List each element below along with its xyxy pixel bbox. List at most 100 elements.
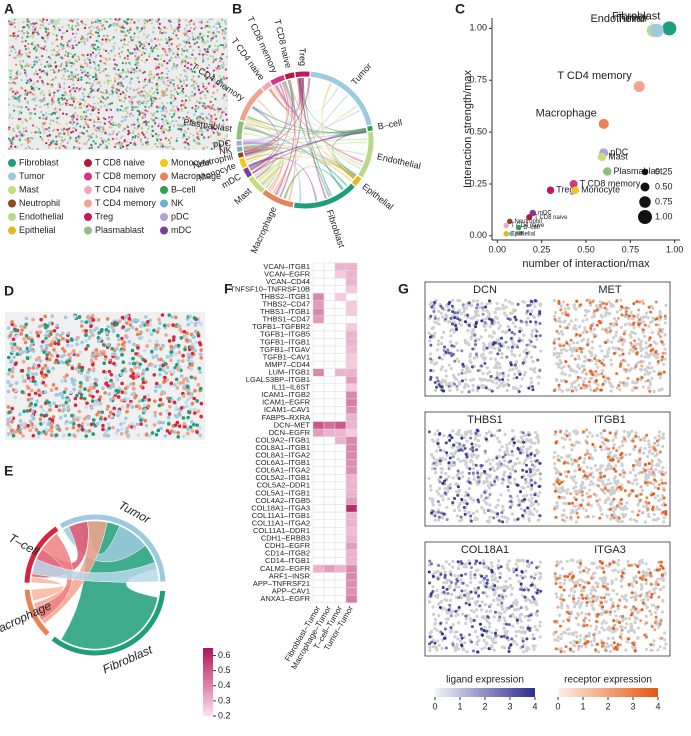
expr-dot (429, 344, 432, 347)
empty-cell (313, 542, 324, 550)
cell-dot (135, 328, 139, 332)
cell-dot (12, 355, 16, 359)
cell-dot (192, 85, 194, 87)
cell-dot (197, 106, 199, 108)
cell-dot (572, 341, 575, 344)
cell-dot (18, 118, 20, 120)
cell-dot (143, 403, 147, 407)
cell-dot (189, 30, 191, 32)
cell-dot (169, 126, 171, 128)
cell-dot (71, 119, 73, 121)
cell-dot (39, 391, 43, 395)
expr-dot (637, 308, 640, 311)
expr-dot (491, 390, 494, 393)
cell-dot (55, 433, 59, 437)
cell-dot (91, 109, 93, 111)
cell-dot (27, 79, 29, 81)
cell-dot (499, 372, 502, 375)
cell-dot (11, 366, 15, 370)
empty-cell (324, 542, 335, 550)
cell-dot (71, 366, 75, 370)
expr-dot (473, 334, 476, 337)
cell-dot (42, 81, 44, 83)
expr-dot (453, 360, 456, 363)
cell-dot (30, 414, 34, 418)
cell-dot (458, 322, 461, 325)
cell-dot (197, 383, 201, 387)
cell-dot (39, 359, 43, 363)
empty-cell (335, 376, 346, 384)
cell-dot (644, 368, 647, 371)
empty-cell (313, 550, 324, 558)
cell-dot (42, 18, 44, 20)
cell-dot (38, 88, 40, 90)
cell-dot (560, 330, 563, 333)
cell-dot (164, 48, 166, 50)
cell-dot (83, 375, 87, 379)
cell-dot (52, 22, 54, 24)
cell-dot (224, 31, 226, 33)
cell-dot (21, 79, 23, 81)
cell-dot (100, 85, 102, 87)
cell-dot (122, 78, 124, 80)
cell-dot (138, 399, 142, 403)
cell-dot (177, 56, 179, 58)
expr-dot (615, 299, 618, 302)
cell-dot (199, 130, 201, 132)
cell-dot (78, 90, 80, 92)
cell-dot (643, 335, 646, 338)
cell-dot (184, 400, 188, 404)
empty-cell (335, 580, 346, 588)
cell-dot (212, 33, 214, 35)
cell-dot (203, 136, 205, 138)
cell-dot (126, 141, 128, 143)
cell-dot (120, 124, 122, 126)
cell-dot (215, 67, 217, 69)
cell-dot (220, 116, 222, 118)
expr-dot (579, 304, 582, 307)
cell-dot (114, 146, 116, 148)
cell-dot (148, 125, 150, 127)
cell-dot (47, 369, 51, 373)
size-legend-label: 0.75 (655, 196, 673, 206)
cell-dot (176, 421, 180, 425)
expr-dot (474, 340, 477, 343)
cell-dot (186, 24, 188, 26)
cell-dot (185, 41, 187, 43)
cell-dot (212, 92, 214, 94)
cell-dot (38, 46, 40, 48)
cell-dot (103, 391, 107, 395)
cell-dot (85, 115, 87, 117)
cell-dot (78, 142, 80, 144)
cell-dot (45, 400, 49, 404)
cell-dot (75, 342, 79, 346)
cell-dot (120, 147, 122, 149)
expr-dot (655, 323, 658, 326)
cell-dot (141, 91, 143, 93)
cell-dot (201, 102, 203, 104)
cell-dot (97, 121, 99, 123)
cell-dot (120, 427, 124, 431)
cell-dot (88, 27, 90, 29)
cell-dot (12, 434, 16, 438)
cell-dot (74, 40, 76, 42)
cell-dot (63, 132, 65, 134)
cell-dot (13, 396, 17, 400)
cell-dot (30, 80, 32, 82)
expr-dot (559, 344, 562, 347)
cell-dot (105, 38, 107, 40)
cell-dot (529, 456, 532, 459)
cell-dot (8, 21, 10, 23)
cell-dot (22, 60, 24, 62)
expr-dot (622, 353, 625, 356)
cell-dot (505, 444, 508, 447)
cell-dot (61, 57, 63, 59)
legend-label: Fibroblast (19, 157, 59, 167)
cell-dot (120, 353, 124, 357)
expr-dot (588, 359, 591, 362)
cell-dot (621, 349, 624, 352)
cell-dot (144, 78, 146, 80)
cell-dot (33, 425, 37, 429)
cell-dot (14, 146, 16, 148)
cell-dot (218, 65, 220, 67)
